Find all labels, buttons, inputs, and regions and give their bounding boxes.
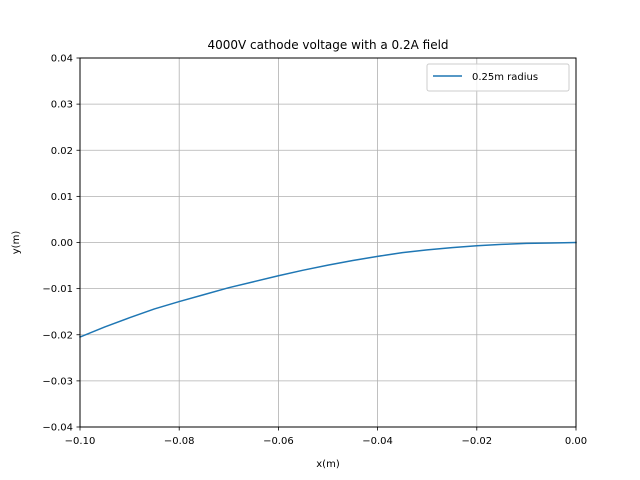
chart-title: 4000V cathode voltage with a 0.2A field	[207, 38, 448, 52]
x-tick-label: −0.02	[461, 436, 492, 447]
y-tick-label: 0.04	[51, 54, 73, 65]
y-tick-label: 0.00	[51, 238, 73, 249]
y-tick-label: 0.03	[51, 100, 73, 111]
y-axis-label: y(m)	[11, 231, 22, 255]
x-axis: −0.10 −0.08 −0.06 −0.04 −0.02 0.00	[65, 427, 587, 447]
legend-label: 0.25m radius	[472, 72, 538, 83]
y-tick-label: −0.03	[42, 376, 73, 387]
x-tick-label: −0.04	[362, 436, 393, 447]
x-tick-label: −0.06	[263, 436, 294, 447]
series-line	[79, 241, 577, 339]
x-tick-label: −0.10	[65, 436, 96, 447]
x-axis-label: x(m)	[316, 459, 340, 470]
legend-box	[426, 63, 570, 92]
series-group	[79, 241, 577, 339]
legend: 0.25m radius	[426, 63, 570, 92]
x-tick-label: 0.00	[565, 436, 587, 447]
x-tick-label: −0.08	[164, 436, 195, 447]
y-axis: −0.04 −0.03 −0.02 −0.01 0.00 0.01 0.02 0.03 0.04	[42, 54, 80, 434]
y-tick-label: −0.02	[42, 330, 73, 341]
y-tick-label: 0.01	[51, 192, 73, 203]
y-tick-label: −0.01	[42, 284, 73, 295]
y-tick-label: −0.04	[42, 423, 73, 434]
y-tick-label: 0.02	[51, 146, 73, 157]
